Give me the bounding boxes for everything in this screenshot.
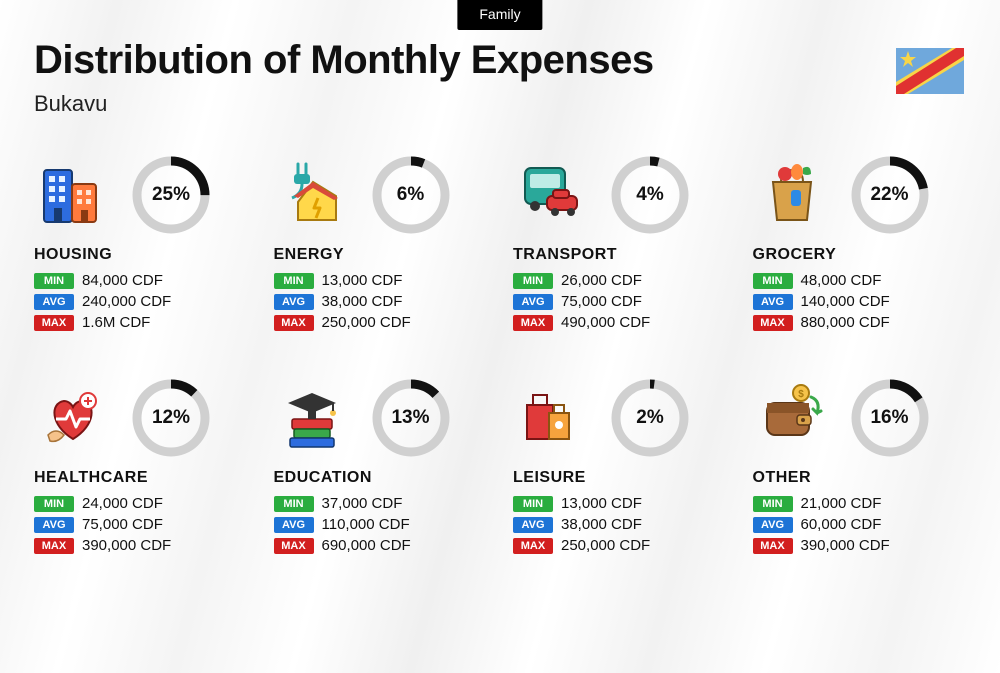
max-value: 250,000 CDF xyxy=(561,537,650,554)
min-value: 13,000 CDF xyxy=(561,495,642,512)
pct-donut: 25% xyxy=(132,156,210,234)
pct-donut: 22% xyxy=(851,156,929,234)
health-icon xyxy=(34,379,112,457)
buildings-icon xyxy=(34,156,112,234)
other-icon: $ xyxy=(753,379,831,457)
max-value: 390,000 CDF xyxy=(82,537,171,554)
max-badge: MAX xyxy=(513,315,553,331)
avg-value: 240,000 CDF xyxy=(82,293,171,310)
pct-label: 12% xyxy=(132,379,210,457)
avg-badge: AVG xyxy=(513,294,553,310)
min-value: 26,000 CDF xyxy=(561,272,642,289)
min-value: 21,000 CDF xyxy=(801,495,882,512)
avg-badge: AVG xyxy=(753,517,793,533)
category-name: TRANSPORT xyxy=(513,246,727,264)
expense-card: 4% TRANSPORT MIN 26,000 CDF AVG 75,000 C… xyxy=(513,156,727,335)
grocery-icon xyxy=(753,156,831,234)
avg-value: 60,000 CDF xyxy=(801,516,882,533)
max-badge: MAX xyxy=(753,538,793,554)
header: Distribution of Monthly Expenses Bukavu xyxy=(34,38,966,117)
max-badge: MAX xyxy=(34,538,74,554)
avg-badge: AVG xyxy=(753,294,793,310)
expense-card: 13% EDUCATION MIN 37,000 CDF AVG 110,000… xyxy=(274,379,488,558)
avg-badge: AVG xyxy=(274,294,314,310)
pct-donut: 16% xyxy=(851,379,929,457)
max-value: 390,000 CDF xyxy=(801,537,890,554)
pct-donut: 4% xyxy=(611,156,689,234)
expense-card: 6% ENERGY MIN 13,000 CDF AVG 38,000 CDF … xyxy=(274,156,488,335)
pct-label: 16% xyxy=(851,379,929,457)
avg-badge: AVG xyxy=(513,517,553,533)
avg-value: 75,000 CDF xyxy=(82,516,163,533)
svg-text:$: $ xyxy=(798,389,804,400)
category-name: OTHER xyxy=(753,469,967,487)
education-icon xyxy=(274,379,352,457)
max-value: 250,000 CDF xyxy=(322,314,411,331)
min-value: 13,000 CDF xyxy=(322,272,403,289)
min-value: 37,000 CDF xyxy=(322,495,403,512)
max-value: 690,000 CDF xyxy=(322,537,411,554)
avg-value: 38,000 CDF xyxy=(322,293,403,310)
max-badge: MAX xyxy=(274,538,314,554)
energy-icon xyxy=(274,156,352,234)
max-value: 1.6M CDF xyxy=(82,314,150,331)
pct-donut: 2% xyxy=(611,379,689,457)
leisure-icon xyxy=(513,379,591,457)
min-value: 48,000 CDF xyxy=(801,272,882,289)
category-tag: Family xyxy=(457,0,542,30)
avg-badge: AVG xyxy=(34,517,74,533)
min-value: 24,000 CDF xyxy=(82,495,163,512)
pct-label: 13% xyxy=(372,379,450,457)
min-badge: MIN xyxy=(513,273,553,289)
avg-badge: AVG xyxy=(34,294,74,310)
category-name: GROCERY xyxy=(753,246,967,264)
pct-label: 6% xyxy=(372,156,450,234)
avg-badge: AVG xyxy=(274,517,314,533)
max-badge: MAX xyxy=(753,315,793,331)
expense-grid: 25% HOUSING MIN 84,000 CDF AVG 240,000 C… xyxy=(34,156,966,558)
min-value: 84,000 CDF xyxy=(82,272,163,289)
avg-value: 140,000 CDF xyxy=(801,293,890,310)
pct-donut: 13% xyxy=(372,379,450,457)
pct-donut: 12% xyxy=(132,379,210,457)
category-name: LEISURE xyxy=(513,469,727,487)
expense-card: 22% GROCERY MIN 48,000 CDF AVG 140,000 C… xyxy=(753,156,967,335)
pct-label: 22% xyxy=(851,156,929,234)
avg-value: 110,000 CDF xyxy=(322,516,410,533)
flag-drc-icon xyxy=(896,48,964,94)
transport-icon xyxy=(513,156,591,234)
max-value: 490,000 CDF xyxy=(561,314,650,331)
max-value: 880,000 CDF xyxy=(801,314,890,331)
min-badge: MIN xyxy=(753,273,793,289)
page-subtitle: Bukavu xyxy=(34,91,966,117)
category-name: HEALTHCARE xyxy=(34,469,248,487)
avg-value: 75,000 CDF xyxy=(561,293,642,310)
min-badge: MIN xyxy=(513,496,553,512)
expense-card: 25% HOUSING MIN 84,000 CDF AVG 240,000 C… xyxy=(34,156,248,335)
min-badge: MIN xyxy=(34,496,74,512)
page-title: Distribution of Monthly Expenses xyxy=(34,38,966,83)
pct-label: 4% xyxy=(611,156,689,234)
max-badge: MAX xyxy=(274,315,314,331)
category-name: ENERGY xyxy=(274,246,488,264)
category-name: EDUCATION xyxy=(274,469,488,487)
max-badge: MAX xyxy=(513,538,553,554)
max-badge: MAX xyxy=(34,315,74,331)
min-badge: MIN xyxy=(274,273,314,289)
pct-label: 2% xyxy=(611,379,689,457)
pct-label: 25% xyxy=(132,156,210,234)
pct-donut: 6% xyxy=(372,156,450,234)
avg-value: 38,000 CDF xyxy=(561,516,642,533)
expense-card: 2% LEISURE MIN 13,000 CDF AVG 38,000 CDF… xyxy=(513,379,727,558)
min-badge: MIN xyxy=(274,496,314,512)
min-badge: MIN xyxy=(34,273,74,289)
expense-card: $ 16% OTHER MIN 21,000 CDF AVG 60,000 CD… xyxy=(753,379,967,558)
min-badge: MIN xyxy=(753,496,793,512)
category-name: HOUSING xyxy=(34,246,248,264)
expense-card: 12% HEALTHCARE MIN 24,000 CDF AVG 75,000… xyxy=(34,379,248,558)
